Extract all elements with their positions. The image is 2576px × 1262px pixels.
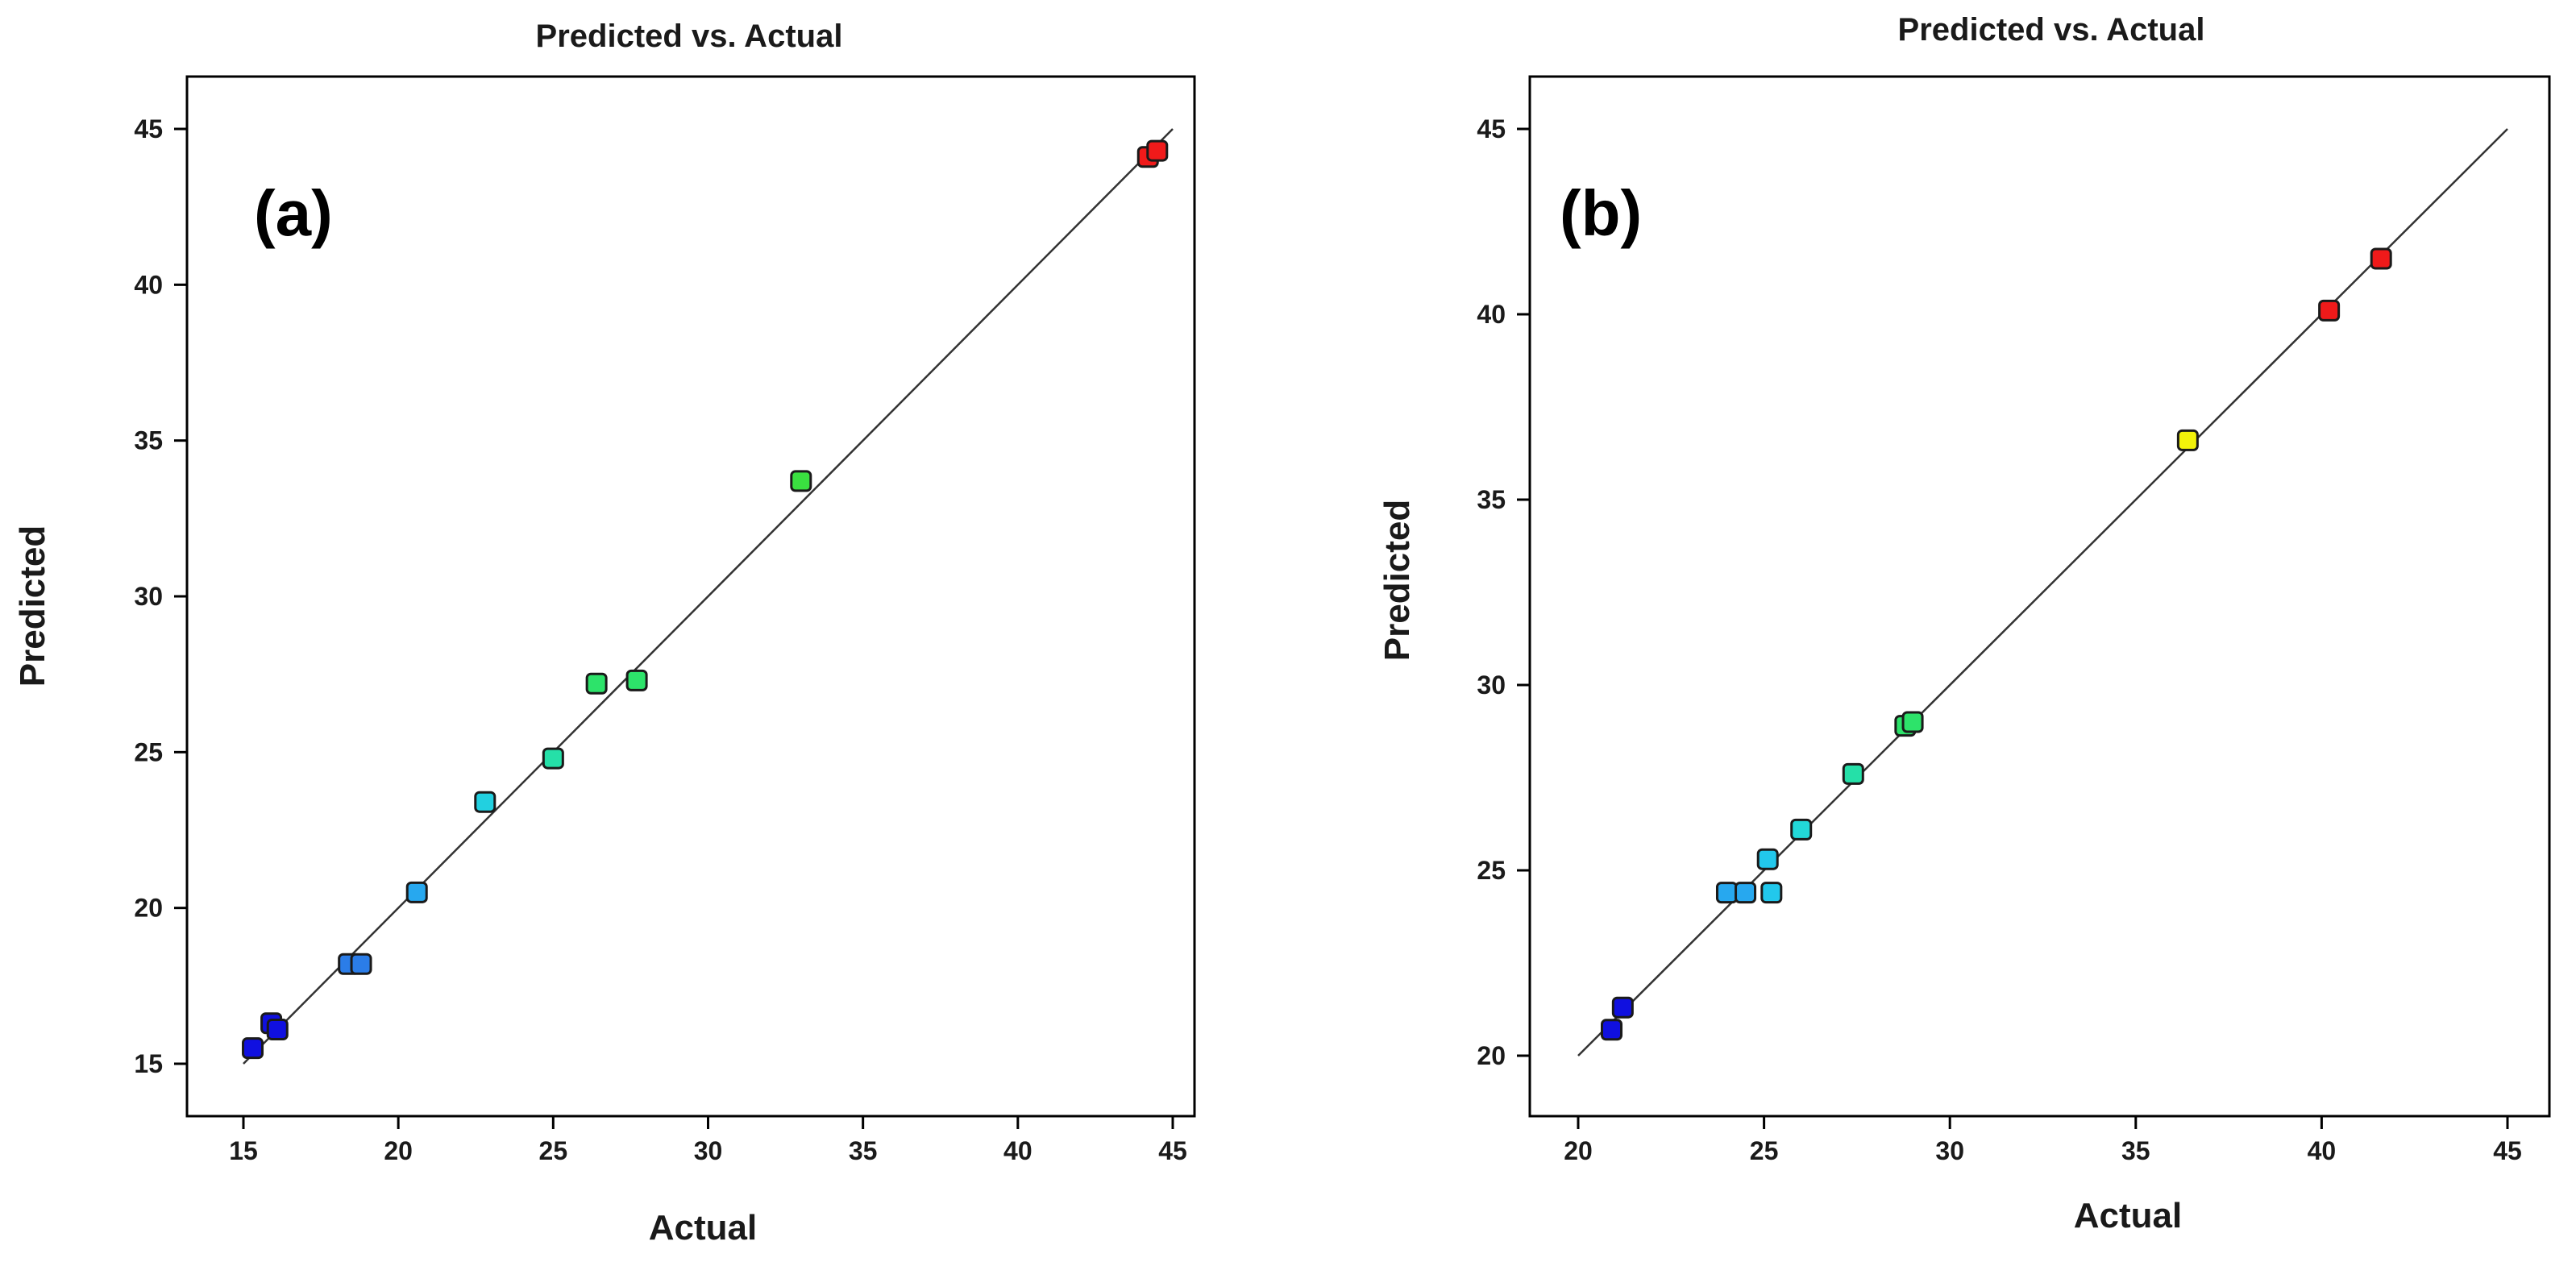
data-point-b-7 [1842, 762, 1864, 785]
data-point-b-9 [1901, 711, 1924, 733]
data-point-a-2 [266, 1018, 289, 1040]
data-point-a-10 [790, 470, 812, 492]
panel-label-a: (a) [254, 177, 333, 249]
y-tick-label-a-5: 40 [134, 270, 163, 299]
chart-title-b: Predicted vs. Actual [1898, 12, 2205, 48]
reference-line-b [1577, 128, 2508, 1057]
data-point-b-12 [2370, 247, 2392, 270]
data-point-a-7 [542, 747, 564, 770]
x-tick-label-a-5: 40 [1003, 1136, 1032, 1165]
plot-frame-b [1528, 75, 2551, 1118]
x-tick-label-b-2: 30 [1935, 1136, 1964, 1165]
y-tick-label-b-2: 30 [1477, 670, 1506, 699]
x-tick-label-b-3: 35 [2121, 1136, 2150, 1165]
panel-label-b: (b) [1560, 177, 1642, 249]
y-axis-label-a: Predicted [13, 525, 52, 687]
y-tick-label-b-3: 35 [1477, 485, 1506, 514]
chart-title-a: Predicted vs. Actual [536, 19, 843, 54]
data-marks-b [1577, 128, 2508, 1057]
x-tick-label-a-3: 30 [694, 1136, 723, 1165]
data-point-a-4 [350, 953, 372, 975]
data-point-a-6 [474, 791, 497, 813]
y-tick-label-a-6: 45 [134, 114, 163, 143]
x-tick-label-b-0: 20 [1564, 1136, 1593, 1165]
x-tick-label-a-6: 45 [1158, 1136, 1187, 1165]
y-tick-label-b-4: 40 [1477, 300, 1506, 329]
x-axis-label-b: Actual [2074, 1196, 2182, 1235]
data-point-b-3 [1735, 882, 1757, 904]
y-axis-label-b: Predicted [1377, 500, 1417, 662]
x-tick-label-a-2: 25 [539, 1136, 568, 1165]
data-point-b-10 [2176, 429, 2199, 451]
x-tick-label-b-5: 45 [2493, 1136, 2522, 1165]
y-tick-label-b-5: 45 [1477, 114, 1506, 143]
data-point-b-1 [1611, 996, 1634, 1019]
y-tick-label-a-4: 35 [134, 426, 163, 455]
data-point-b-6 [1790, 818, 1813, 841]
data-point-b-5 [1760, 882, 1783, 904]
x-tick-label-a-4: 35 [849, 1136, 878, 1165]
y-tick-label-a-1: 20 [134, 894, 163, 923]
data-point-a-0 [242, 1037, 264, 1060]
data-point-b-2 [1715, 882, 1738, 904]
x-tick-label-a-0: 15 [229, 1136, 258, 1165]
data-point-b-11 [2318, 299, 2341, 322]
x-tick-label-b-4: 40 [2308, 1136, 2337, 1165]
x-axis-label-a: Actual [649, 1208, 757, 1247]
data-point-a-12 [1146, 139, 1169, 162]
y-tick-label-b-1: 25 [1477, 856, 1506, 885]
axis-ticks-b: 20 25 30 35 40 45 20 25 30 35 40 45 [1477, 114, 2521, 1165]
data-point-b-4 [1756, 848, 1779, 870]
reference-line-a [243, 128, 1174, 1065]
chart-panel-b: Predicted vs. Actual (b) Actual Predicte… [1377, 12, 2551, 1235]
y-tick-label-a-3: 30 [134, 582, 163, 611]
x-tick-label-a-1: 20 [384, 1136, 413, 1165]
y-tick-label-b-0: 20 [1477, 1041, 1506, 1070]
data-point-b-0 [1601, 1019, 1623, 1041]
axis-ticks-a: 15 20 25 30 35 40 45 15 20 25 30 35 40 45 [134, 114, 1186, 1165]
data-point-a-5 [405, 881, 428, 903]
x-tick-label-b-1: 25 [1750, 1136, 1779, 1165]
y-tick-label-a-2: 25 [134, 737, 163, 766]
data-point-a-9 [625, 669, 648, 691]
data-marks-a [242, 128, 1174, 1065]
y-tick-label-a-0: 15 [134, 1049, 163, 1078]
data-point-a-8 [585, 672, 608, 695]
chart-panel-a: Predicted vs. Actual (a) Actual Predicte… [13, 19, 1196, 1247]
